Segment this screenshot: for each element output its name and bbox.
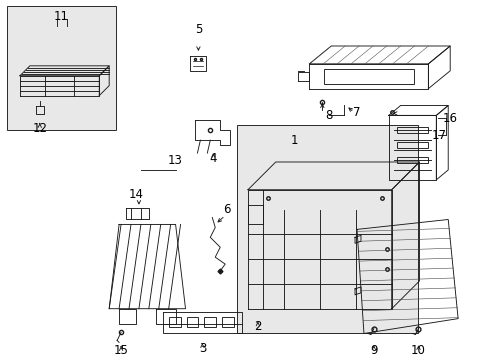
Text: 14: 14 [128,188,143,201]
Bar [396,142,427,148]
Text: 3: 3 [198,342,205,355]
Text: 15: 15 [113,344,128,357]
Text: 13: 13 [168,153,183,167]
Text: 7: 7 [352,106,360,119]
Text: 8: 8 [325,109,332,122]
Bar [324,69,413,84]
Text: 1: 1 [290,134,298,147]
Bar [237,125,418,333]
Bar [186,317,198,327]
Text: 10: 10 [410,344,425,357]
Bar [396,127,427,133]
Bar [396,157,427,163]
Text: 6: 6 [223,203,230,216]
Text: 12: 12 [32,122,47,135]
Bar [168,317,180,327]
Bar [222,317,234,327]
Text: 16: 16 [442,112,457,125]
Text: 4: 4 [209,152,217,165]
Bar [204,317,216,327]
Text: 17: 17 [431,129,446,142]
Text: 2: 2 [254,320,261,333]
Text: 11: 11 [54,10,69,23]
Text: 9: 9 [369,344,377,357]
Text: 5: 5 [194,23,202,36]
Bar [7,6,116,130]
